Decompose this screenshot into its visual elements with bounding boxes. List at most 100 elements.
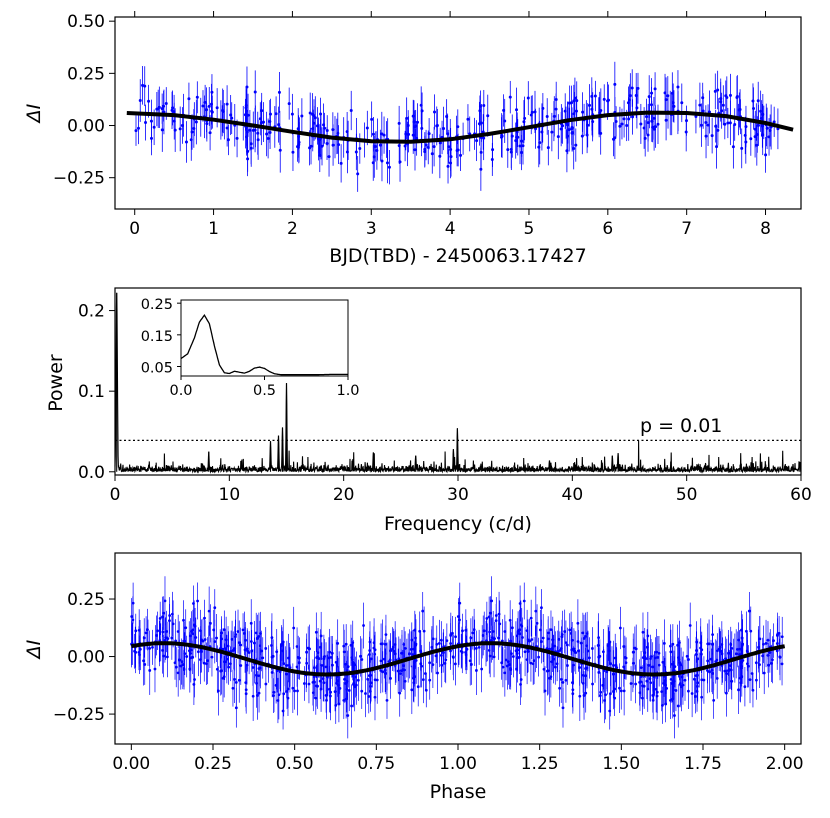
phase-point <box>319 645 322 649</box>
light-curve-point <box>575 99 579 103</box>
phase-point <box>511 655 515 658</box>
phase-point <box>647 663 650 667</box>
periodogram-xtick-label: 30 <box>447 485 469 505</box>
phase-point <box>629 682 633 685</box>
light-curve-point <box>523 116 527 120</box>
phase-point <box>244 681 248 685</box>
phase-point <box>680 675 684 679</box>
light-curve-point <box>701 109 705 113</box>
phase-point <box>568 628 572 632</box>
phase-point <box>702 678 706 682</box>
periodogram-xtick-label: 0 <box>110 485 121 505</box>
light-curve-point <box>475 139 479 143</box>
light-curve-point <box>277 123 281 127</box>
inset-ytick-label: 0.15 <box>141 329 173 345</box>
phase-point <box>677 656 680 660</box>
phase-point <box>281 709 285 713</box>
phase-point <box>578 666 582 669</box>
phase-fit-line <box>130 641 786 677</box>
phase-point <box>343 677 346 681</box>
light-curve-point <box>149 119 153 123</box>
light-curve-point <box>164 101 168 105</box>
phase-point <box>633 646 637 650</box>
light-curve-point <box>752 107 756 111</box>
phase-point <box>193 678 196 681</box>
light-curve-point <box>568 101 572 105</box>
phase-point <box>243 648 247 652</box>
phase-folded-xtick-label: 0.00 <box>112 754 150 774</box>
phase-point <box>711 633 715 637</box>
phase-point <box>318 679 322 683</box>
phase-point <box>564 641 568 645</box>
phase-point <box>662 641 666 645</box>
phase-point <box>715 658 719 662</box>
light-curve-point <box>380 159 384 163</box>
phase-point <box>274 683 278 687</box>
phase-point <box>134 650 138 654</box>
light-curve-point <box>358 147 362 151</box>
phase-point <box>695 684 699 688</box>
phase-point <box>231 686 235 690</box>
light-curve-point <box>160 107 164 111</box>
light-curve-point <box>380 132 384 136</box>
phase-point <box>597 636 600 639</box>
phase-point <box>745 649 749 653</box>
inset-ytick-label: 0.25 <box>141 297 173 313</box>
phase-point <box>292 626 296 630</box>
phase-point <box>270 636 274 639</box>
phase-point <box>264 682 268 686</box>
light-curve-point <box>194 120 198 124</box>
light-curve-point <box>265 132 269 136</box>
light-curve-point <box>253 90 257 94</box>
phase-point <box>364 692 367 695</box>
light-curve-point <box>433 110 437 114</box>
periodogram-inset: 0.0 0.5 1.0 0.25 0.15 0.05 <box>141 297 360 399</box>
phase-point <box>555 662 559 666</box>
light-curve-point <box>502 108 506 112</box>
light-curve-point <box>171 106 175 110</box>
phase-point <box>335 681 339 685</box>
light-curve-point <box>565 149 569 153</box>
phase-point <box>520 624 524 628</box>
phase-point <box>229 662 232 666</box>
phase-point <box>608 640 612 644</box>
light-curve-point <box>627 117 631 121</box>
phase-point <box>148 669 152 672</box>
light-curve-point <box>415 120 419 124</box>
light-curve-point <box>373 145 377 149</box>
phase-point <box>410 638 414 642</box>
phase-point <box>622 665 626 669</box>
phase-point <box>295 645 299 648</box>
phase-point <box>651 698 655 702</box>
phase-point <box>748 678 752 682</box>
light-curve-point <box>287 102 291 106</box>
light-curve-point <box>152 125 156 129</box>
light-curve-point <box>509 150 513 154</box>
phase-point <box>185 655 189 658</box>
phase-point <box>678 661 682 665</box>
phase-point <box>747 609 751 613</box>
phase-point <box>570 648 574 652</box>
phase-point <box>669 644 672 648</box>
inset-ytick-label: 0.05 <box>141 361 173 377</box>
inset-data-layer <box>180 314 348 376</box>
phase-point <box>213 606 217 610</box>
phase-point <box>379 659 383 663</box>
phase-point <box>155 634 158 637</box>
phase-point <box>644 657 648 660</box>
phase-point <box>456 615 460 618</box>
light-curve-point <box>190 130 194 134</box>
light-curve-point <box>230 116 234 120</box>
light-curve-point <box>375 148 379 152</box>
light-curve-point <box>325 128 329 132</box>
light-curve-point <box>427 132 431 136</box>
phase-point <box>396 669 400 673</box>
light-curve-point <box>312 121 316 125</box>
phase-point <box>471 631 475 635</box>
light-curve-xtick-label: 5 <box>524 219 535 239</box>
phase-point <box>734 652 738 656</box>
light-curve-point <box>308 146 312 150</box>
phase-point <box>613 656 617 660</box>
phase-point <box>541 636 545 640</box>
periodogram-ytick-label: 0.2 <box>78 302 105 322</box>
